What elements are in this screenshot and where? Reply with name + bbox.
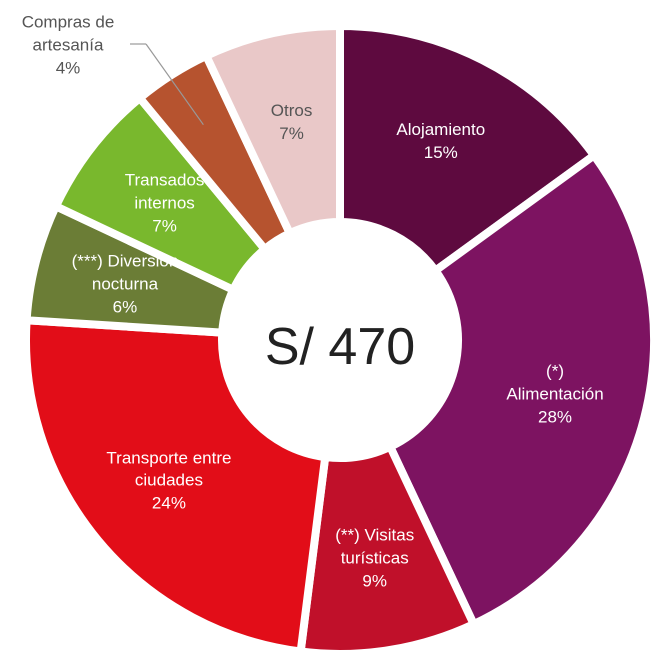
category-label: Transporte entre ciudades — [106, 448, 232, 491]
category-label: Transados internos — [124, 170, 205, 213]
slice-label: Alojamiento 15% — [396, 119, 485, 165]
value-label: 9% — [362, 571, 388, 591]
slice-label: (*) Alimentación 28% — [501, 361, 609, 430]
slice-label: Transporte entre ciudades 24% — [106, 447, 231, 516]
slice — [296, 441, 480, 651]
leader-line — [145, 43, 204, 126]
slice-label: (***) Diversion nocturna 6% — [72, 250, 179, 319]
category-label: Compras de artesanía — [21, 12, 115, 55]
slice-label: Compras de artesanía 4% — [22, 12, 115, 81]
slice — [384, 149, 658, 630]
category-label: (*) Alimentación — [506, 361, 604, 404]
value-label: 4% — [55, 58, 81, 78]
slice — [336, 21, 600, 277]
slice — [200, 21, 344, 239]
category-label: Otros — [270, 101, 313, 121]
slice — [22, 316, 330, 651]
value-label: 15% — [423, 143, 458, 163]
value-label: 7% — [152, 216, 177, 236]
slice-label: Otros 7% — [271, 100, 313, 146]
category-label: Alojamiento — [396, 120, 486, 140]
slice-label: (**) Visitas turísticas 9% — [335, 525, 414, 594]
value-label: 28% — [537, 407, 573, 427]
donut-hole — [226, 226, 454, 454]
center-label: S/ 470 — [264, 318, 416, 376]
value-label: 24% — [151, 493, 186, 513]
slice-label: Transados internos 7% — [125, 170, 205, 239]
value-label: 7% — [279, 124, 304, 144]
value-label: 6% — [112, 297, 138, 317]
category-label: (**) Visitas turísticas — [335, 525, 415, 568]
category-label: (***) Diversion nocturna — [71, 251, 179, 294]
